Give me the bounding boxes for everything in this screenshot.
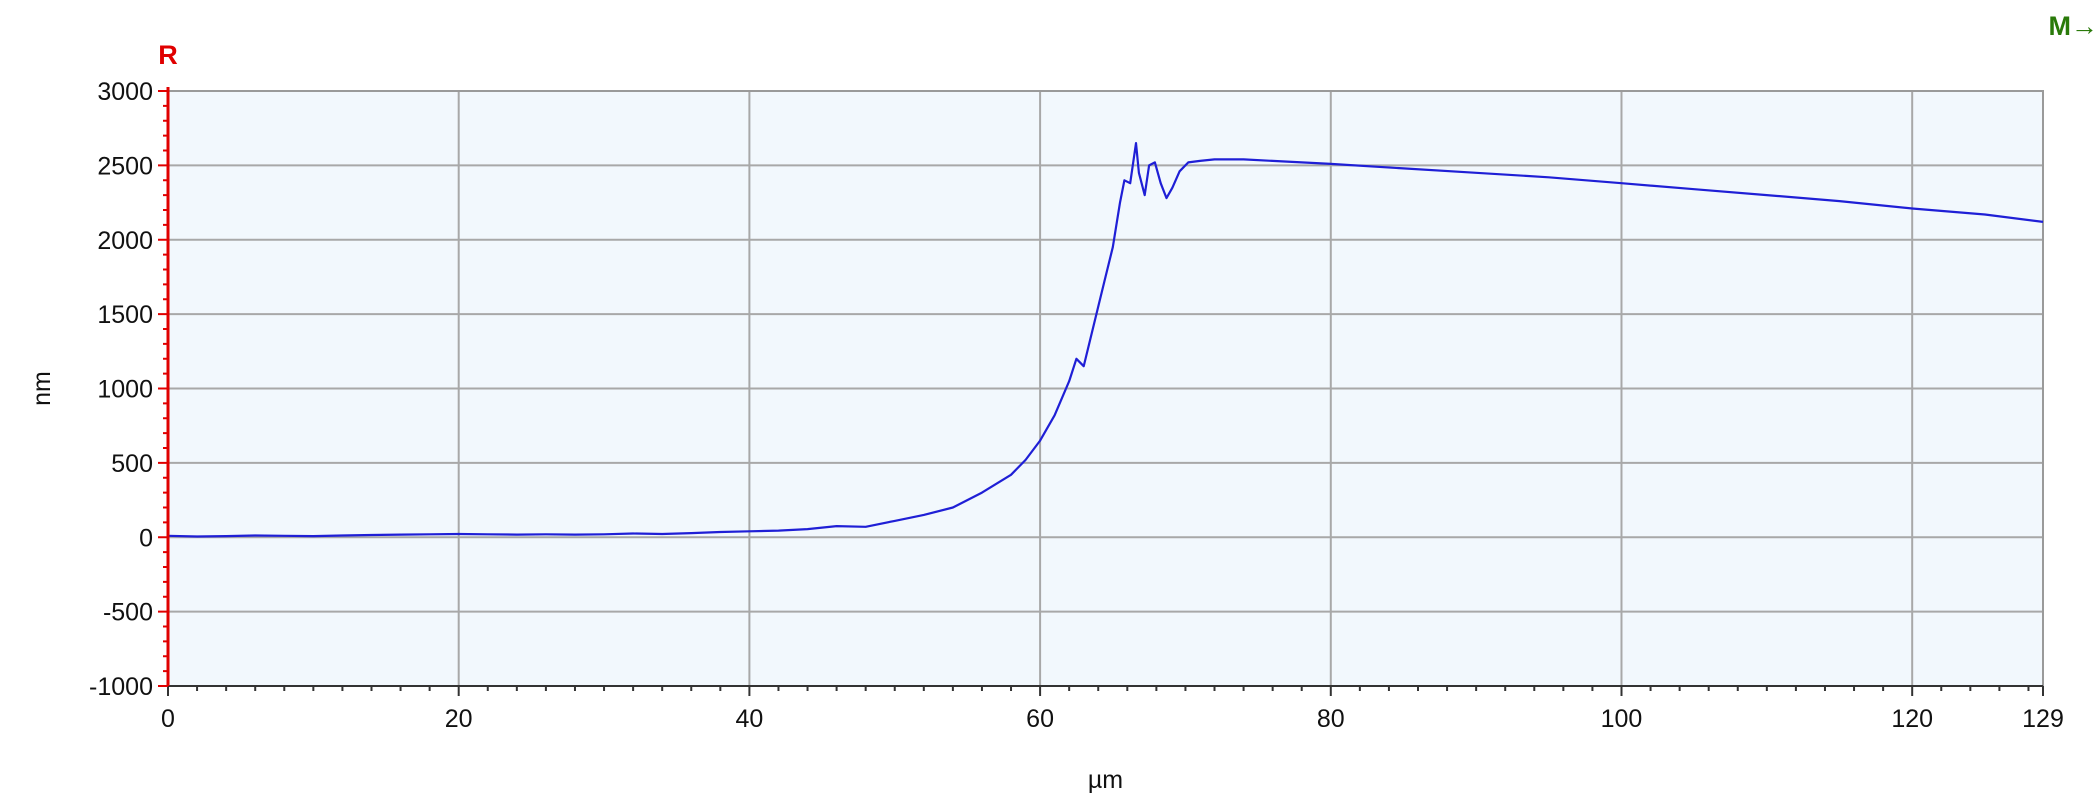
x-tick-label: 0 xyxy=(161,705,175,733)
x-axis-title: µm xyxy=(1088,766,1123,794)
y-tick-label: 1500 xyxy=(97,301,153,329)
x-tick-label: 80 xyxy=(1317,705,1345,733)
cursor-m-label[interactable]: M→ xyxy=(2049,11,2099,41)
cursor-r-label[interactable]: R xyxy=(158,40,178,70)
y-tick-label: 2500 xyxy=(97,152,153,180)
y-tick-label: 2000 xyxy=(97,227,153,255)
x-tick-label: 20 xyxy=(445,705,473,733)
y-tick-label: -1000 xyxy=(89,673,153,701)
y-tick-label: 3000 xyxy=(97,78,153,106)
y-tick-label: 1000 xyxy=(97,376,153,404)
series-line xyxy=(167,142,2044,538)
x-tick-label: 60 xyxy=(1026,705,1054,733)
tick-labels: 3000 2500 2000 1500 1000 500 0 -500 -1000 0 20 40 60… xyxy=(89,78,2064,733)
x-tick-label: 120 xyxy=(1891,705,1933,733)
y-tick-label: -500 xyxy=(103,599,153,627)
x-tick-label: 40 xyxy=(735,705,763,733)
y-axis-title: nm xyxy=(28,371,56,406)
x-tick-label: 129 xyxy=(2022,705,2064,733)
y-tick-label: 0 xyxy=(139,524,153,552)
y-tick-label: 500 xyxy=(111,450,153,478)
x-tick-label: 100 xyxy=(1601,705,1643,733)
